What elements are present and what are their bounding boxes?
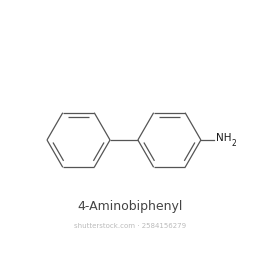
Text: 2: 2 [232, 139, 237, 148]
Text: NH: NH [216, 133, 231, 143]
Text: 4-Aminobiphenyl: 4-Aminobiphenyl [77, 200, 183, 213]
Text: shutterstock.com · 2584156279: shutterstock.com · 2584156279 [74, 223, 186, 229]
